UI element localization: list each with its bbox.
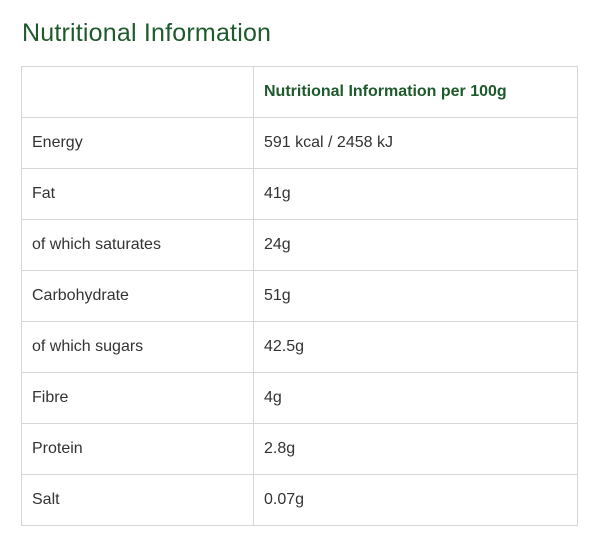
- nutrient-label: Protein: [21, 423, 254, 475]
- nutrient-label: Fat: [21, 168, 254, 220]
- nutrition-table: Nutritional Information per 100g Energy …: [21, 66, 578, 526]
- table-row: of which sugars 42.5g: [21, 321, 578, 373]
- table-row: Salt 0.07g: [21, 474, 578, 526]
- nutrient-value: 0.07g: [253, 474, 578, 526]
- nutrient-value: 24g: [253, 219, 578, 271]
- nutrient-value: 42.5g: [253, 321, 578, 373]
- nutrient-label: Energy: [21, 117, 254, 169]
- table-row: Carbohydrate 51g: [21, 270, 578, 322]
- table-row: Protein 2.8g: [21, 423, 578, 475]
- nutrient-label: of which sugars: [21, 321, 254, 373]
- nutrient-label: Carbohydrate: [21, 270, 254, 322]
- nutrient-label: Salt: [21, 474, 254, 526]
- nutrient-value: 4g: [253, 372, 578, 424]
- nutrient-value: 41g: [253, 168, 578, 220]
- table-row: Fat 41g: [21, 168, 578, 220]
- label-column-header: [21, 66, 254, 118]
- nutrient-value: 51g: [253, 270, 578, 322]
- table-row: of which saturates 24g: [21, 219, 578, 271]
- table-row: Energy 591 kcal / 2458 kJ: [21, 117, 578, 169]
- nutrient-value: 2.8g: [253, 423, 578, 475]
- table-row: Fibre 4g: [21, 372, 578, 424]
- nutrient-label: Fibre: [21, 372, 254, 424]
- nutrient-label: of which saturates: [21, 219, 254, 271]
- value-column-header: Nutritional Information per 100g: [253, 66, 578, 118]
- page-title: Nutritional Information: [22, 19, 272, 47]
- nutrient-value: 591 kcal / 2458 kJ: [253, 117, 578, 169]
- table-header-row: Nutritional Information per 100g: [21, 66, 578, 118]
